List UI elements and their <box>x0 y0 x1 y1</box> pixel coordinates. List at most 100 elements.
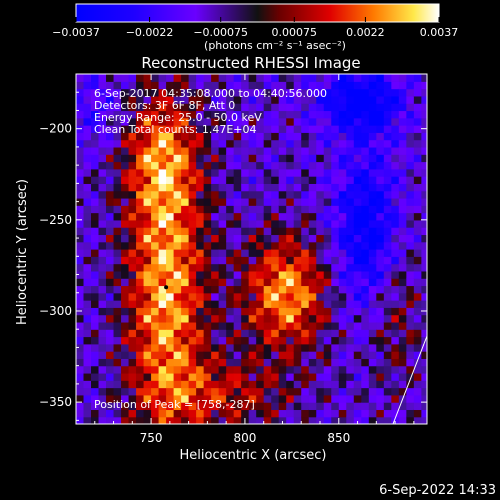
heatmap-cell <box>76 183 85 192</box>
heatmap-cell <box>158 380 167 389</box>
heatmap-cell <box>331 256 340 265</box>
heatmap-cell <box>286 190 295 199</box>
heatmap-cell <box>293 409 302 418</box>
heatmap-cell <box>361 103 370 112</box>
heatmap-cell <box>113 154 122 163</box>
heatmap-cell <box>181 219 190 228</box>
heatmap-cell <box>331 190 340 199</box>
heatmap-cell <box>278 372 287 381</box>
heatmap-cell <box>226 212 235 221</box>
heatmap-cell <box>241 241 250 250</box>
heatmap-cell <box>256 372 265 381</box>
heatmap-cell <box>301 146 310 155</box>
heatmap-cell <box>293 394 302 403</box>
heatmap-cell <box>203 103 212 112</box>
heatmap-cell <box>203 300 212 308</box>
heatmap-cell <box>413 103 422 112</box>
heatmap-cell <box>76 249 85 257</box>
heatmap-cell <box>271 219 280 228</box>
heatmap-cell <box>226 270 235 279</box>
heatmap-cell <box>286 161 295 170</box>
heatmap-cell <box>211 205 220 214</box>
heatmap-cell <box>211 321 220 330</box>
heatmap-cell <box>166 329 175 338</box>
heatmap-cell <box>256 219 265 228</box>
heatmap-cell <box>316 365 325 374</box>
heatmap-cell <box>338 365 347 374</box>
heatmap-cell <box>331 329 340 338</box>
heatmap-cell <box>248 139 257 148</box>
heatmap-cell <box>293 278 302 287</box>
heatmap-cell <box>398 81 407 90</box>
heatmap-cell <box>331 227 340 236</box>
heatmap-cell <box>196 351 205 359</box>
heatmap-cell <box>173 74 182 82</box>
heatmap-cell <box>353 81 362 90</box>
heatmap-cell <box>211 227 220 236</box>
heatmap-cell <box>76 278 85 287</box>
heatmap-cell <box>406 190 415 199</box>
heatmap-cell <box>188 117 197 126</box>
heatmap-cell <box>286 132 295 141</box>
heatmap-cell <box>391 365 400 374</box>
heatmap-cell <box>256 132 265 141</box>
heatmap-cell <box>301 176 310 184</box>
heatmap-cell <box>128 103 137 112</box>
heatmap-cell <box>128 307 137 316</box>
peak-marker <box>164 285 169 290</box>
heatmap-cell <box>188 270 197 279</box>
heatmap-cell <box>121 234 130 243</box>
heatmap-cell <box>301 234 310 243</box>
heatmap-cell <box>218 117 227 126</box>
heatmap-cell <box>143 205 152 214</box>
heatmap-cell <box>166 227 175 236</box>
heatmap-cell <box>248 402 257 411</box>
heatmap-cell <box>218 212 227 221</box>
heatmap-cell <box>113 183 122 192</box>
heatmap-cell <box>143 402 152 411</box>
heatmap-cell <box>218 110 227 119</box>
heatmap-cell <box>83 270 92 279</box>
heatmap-cell <box>188 132 197 141</box>
heatmap-cell <box>203 249 212 257</box>
heatmap-cell <box>151 212 160 221</box>
heatmap-cell <box>293 314 302 323</box>
heatmap-cell <box>166 212 175 221</box>
heatmap-cell <box>331 285 340 294</box>
heatmap-cell <box>203 321 212 330</box>
heatmap-cell <box>91 285 100 294</box>
heatmap-cell <box>331 314 340 323</box>
heatmap-cell <box>91 351 100 359</box>
heatmap-cell <box>196 372 205 381</box>
heatmap-cell <box>226 249 235 257</box>
heatmap-cell <box>421 278 427 287</box>
heatmap-cell <box>248 161 257 170</box>
heatmap-cell <box>316 358 325 367</box>
heatmap-cell <box>301 190 310 199</box>
heatmap-cell <box>121 416 130 424</box>
heatmap-cell <box>196 249 205 257</box>
heatmap-cell <box>233 380 242 389</box>
heatmap-cell <box>391 380 400 389</box>
heatmap-cell <box>308 256 317 265</box>
heatmap-cell <box>316 292 325 301</box>
heatmap-cell <box>173 402 182 411</box>
heatmap-cell <box>226 197 235 206</box>
heatmap-cell <box>331 416 340 424</box>
heatmap-cell <box>173 234 182 243</box>
heatmap-cell <box>316 249 325 257</box>
heatmap-cell <box>181 176 190 184</box>
heatmap-cell <box>353 416 362 424</box>
heatmap-cell <box>413 117 422 126</box>
heatmap-cell <box>121 88 130 97</box>
heatmap-cell <box>383 394 392 403</box>
heatmap-cell <box>121 139 130 148</box>
heatmap-cell <box>248 380 257 389</box>
heatmap-cell <box>211 402 220 411</box>
heatmap-cell <box>76 234 85 243</box>
heatmap-cell <box>413 409 422 418</box>
heatmap-cell <box>136 314 145 323</box>
heatmap-cell <box>271 358 280 367</box>
heatmap-cell <box>391 132 400 141</box>
heatmap-cell <box>143 394 152 403</box>
